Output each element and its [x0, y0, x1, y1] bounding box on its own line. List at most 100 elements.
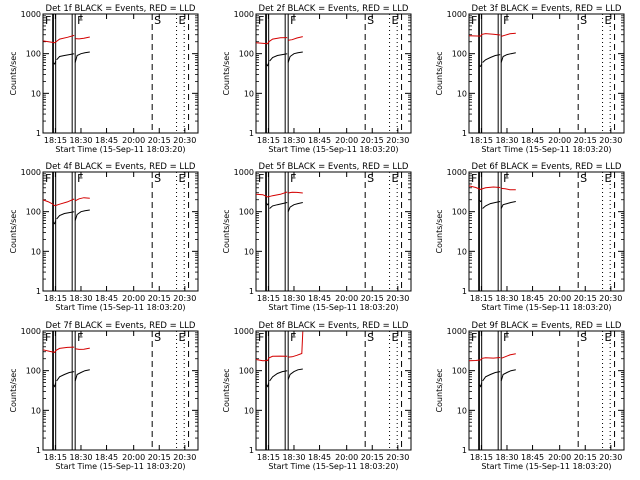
events-series-line — [500, 52, 516, 63]
x-tick-label: 18:30 — [282, 294, 305, 303]
x-tick-label: 18:45 — [308, 136, 331, 145]
y-axis-label: Counts/sec — [222, 368, 231, 412]
plot-frame — [468, 171, 625, 292]
x-tick-label: 18:45 — [521, 453, 544, 462]
x-tick-label: 18:30 — [69, 136, 92, 145]
x-tick-label: 20:00 — [548, 453, 571, 462]
lld-series-line — [255, 355, 288, 362]
events-series-line — [265, 202, 270, 206]
y-tick-label: 1 — [249, 446, 254, 455]
marker-label: F — [503, 172, 509, 185]
y-tick-label: 1000 — [234, 327, 254, 336]
x-tick-label: 20:15 — [148, 136, 171, 145]
x-tick-label: 18:15 — [470, 294, 493, 303]
events-series-line — [52, 60, 57, 65]
y-tick-label: 1000 — [234, 168, 254, 177]
x-tick-label: 20:00 — [335, 136, 358, 145]
x-tick-label: 18:30 — [69, 453, 92, 462]
y-axis-label: Counts/sec — [9, 368, 18, 412]
x-tick-label: 18:15 — [44, 136, 67, 145]
panel-det-2: Det 2f BLACK = Events, RED = LLD 1 10 100 10… — [222, 4, 412, 154]
x-tick-label: 20:30 — [386, 294, 409, 303]
marker-label: E — [392, 172, 399, 185]
y-tick-label: 100 — [239, 208, 254, 217]
x-axis-label: Start Time (15-Sep-11 18:03:20) — [268, 145, 398, 154]
x-tick-label: 20:30 — [173, 453, 196, 462]
y-tick-label: 1 — [36, 287, 41, 296]
panel-det-7: Det 7f BLACK = Events, RED = LLD 1 10 100 10… — [9, 321, 199, 471]
x-tick-label: 20:30 — [386, 453, 409, 462]
x-tick-label: 18:15 — [257, 294, 280, 303]
y-tick-label: 1000 — [234, 10, 254, 19]
y-tick-label: 1000 — [447, 10, 467, 19]
panel-title: Det 9f BLACK = Events, RED = LLD — [472, 321, 622, 331]
x-tick-label: 18:15 — [257, 453, 280, 462]
x-tick-label: 18:45 — [521, 294, 544, 303]
plot-frame — [42, 330, 199, 451]
marker-label: E — [605, 172, 612, 185]
y-tick-label: 1 — [462, 129, 467, 138]
x-tick-label: 20:30 — [173, 136, 196, 145]
x-tick-label: 18:15 — [44, 453, 67, 462]
x-tick-label: 18:15 — [44, 294, 67, 303]
x-axis-label: Start Time (15-Sep-11 18:03:20) — [55, 462, 185, 471]
x-axis-label: Start Time (15-Sep-11 18:03:20) — [481, 145, 611, 154]
marker-label: E — [179, 172, 186, 185]
plot-frame — [255, 330, 412, 451]
x-tick-label: 20:00 — [335, 453, 358, 462]
marker-label: F — [45, 331, 51, 344]
y-tick-label: 100 — [26, 208, 41, 217]
x-tick-label: 20:30 — [599, 453, 622, 462]
events-series-line — [269, 370, 288, 382]
x-tick-label: 18:45 — [521, 136, 544, 145]
lld-series-line — [75, 347, 90, 350]
y-tick-label: 100 — [239, 50, 254, 59]
marker-label: F — [290, 14, 296, 27]
y-tick-label: 1000 — [21, 168, 41, 177]
y-tick-label: 100 — [26, 367, 41, 376]
lld-series-line — [468, 357, 501, 362]
lld-series-line — [501, 187, 516, 191]
y-tick-label: 1 — [462, 446, 467, 455]
y-tick-label: 10 — [244, 247, 254, 256]
panel-det-6: Det 6f BLACK = Events, RED = LLD 1 10 100 10… — [435, 162, 625, 312]
y-axis-label: Counts/sec — [222, 51, 231, 95]
y-tick-label: 10 — [31, 406, 41, 415]
x-tick-label: 20:15 — [361, 453, 384, 462]
x-tick-label: 20:15 — [574, 136, 597, 145]
y-tick-label: 1 — [36, 129, 41, 138]
events-series-line — [74, 369, 90, 382]
y-tick-label: 1000 — [21, 10, 41, 19]
events-series-line — [482, 371, 501, 382]
marker-label: F — [471, 172, 477, 185]
marker-label: F — [45, 172, 51, 185]
x-tick-label: 20:15 — [361, 294, 384, 303]
lld-series-line — [288, 331, 304, 358]
plot-frame — [468, 330, 625, 451]
x-tick-label: 18:30 — [495, 294, 518, 303]
x-tick-label: 20:15 — [574, 453, 597, 462]
panel-det-3: Det 3f BLACK = Events, RED = LLD 1 10 100 10… — [435, 4, 625, 154]
x-axis-label: Start Time (15-Sep-11 18:03:20) — [55, 303, 185, 312]
events-series-line — [74, 51, 90, 63]
panel-title: Det 5f BLACK = Events, RED = LLD — [259, 162, 409, 172]
panel-title: Det 1f BLACK = Events, RED = LLD — [46, 4, 196, 14]
lld-series-line — [501, 32, 516, 37]
lld-series-line — [255, 191, 288, 198]
events-series-line — [265, 62, 270, 67]
plot-frame — [468, 13, 625, 134]
x-tick-label: 18:30 — [495, 453, 518, 462]
marker-label: F — [45, 14, 51, 27]
lld-series-line — [42, 198, 75, 207]
marker-label: S — [580, 14, 587, 27]
lld-series-line — [288, 36, 303, 41]
panel-title: Det 7f BLACK = Events, RED = LLD — [46, 321, 196, 331]
x-tick-label: 18:15 — [470, 136, 493, 145]
panel-title: Det 3f BLACK = Events, RED = LLD — [472, 4, 622, 14]
y-axis-label: Counts/sec — [435, 368, 444, 412]
y-tick-label: 100 — [452, 50, 467, 59]
x-tick-label: 20:30 — [599, 294, 622, 303]
events-series-line — [500, 201, 516, 209]
marker-label: F — [503, 331, 509, 344]
events-series-line — [478, 199, 483, 203]
